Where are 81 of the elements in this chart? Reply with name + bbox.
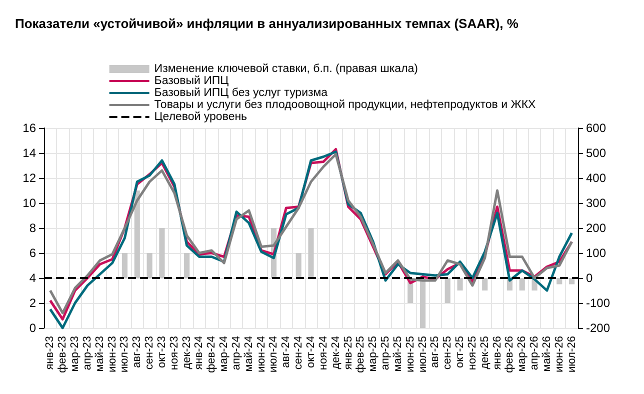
x-tick-label: окт-23 (156, 336, 168, 368)
x-tick-label: май-23 (94, 336, 106, 372)
y-tick-label: 14 (22, 146, 36, 160)
y-tick-label: 6 (29, 246, 36, 260)
bar (556, 278, 562, 284)
x-tick-label: июн-23 (106, 336, 118, 372)
x-tick-label: дек-24 (330, 336, 342, 370)
x-tick-label: авг-23 (131, 336, 144, 368)
y2-tick-label: 600 (586, 121, 606, 135)
x-tick-label: июл-23 (118, 336, 131, 372)
x-tick-label: мар-24 (218, 336, 230, 372)
x-tick-label: ноя-25 (466, 336, 478, 370)
x-tick-label: мар-23 (69, 336, 82, 372)
y-tick-label: 2 (29, 296, 36, 310)
y2-tick-label: 200 (586, 221, 606, 235)
x-tick-label: фев-23 (56, 336, 69, 373)
x-tick-label: авг-25 (429, 336, 442, 368)
x-tick-label: сен-25 (442, 336, 454, 370)
bar (122, 253, 128, 278)
x-tick-label: апр-24 (230, 336, 242, 370)
y-tick-label: 4 (29, 271, 36, 285)
bar (568, 278, 575, 284)
x-tick-label: июн-24 (255, 336, 268, 372)
x-tick-label: янв-24 (193, 336, 206, 370)
y-tick-label: 0 (29, 321, 36, 335)
x-tick-label: янв-23 (44, 336, 56, 370)
bar (420, 278, 426, 328)
bar (146, 253, 152, 278)
y2-tick-label: 0 (586, 271, 593, 285)
x-tick-label: июл-24 (268, 336, 280, 372)
x-tick-label: сен-23 (144, 336, 156, 370)
legend-label: Товары и услуги без плодоовощной продукции, нефтепродуктов и ЖКХ (154, 99, 536, 111)
bar (134, 190, 140, 278)
x-tick-label: янв-26 (491, 336, 504, 370)
y-tick-label: 12 (22, 171, 36, 185)
bar (482, 278, 488, 290)
bar (457, 278, 463, 290)
bar (296, 253, 302, 278)
legend-label: Базовый ИПЦ (154, 75, 230, 87)
legend-label: Изменение ключевой ставки, б.п. (правая шкала) (154, 63, 418, 75)
x-tick-label: апр-23 (81, 336, 94, 370)
x-tick-label: май-24 (242, 336, 255, 372)
x-tick-label: ноя-23 (168, 336, 180, 370)
bar (519, 278, 525, 290)
y2-tick-label: 300 (586, 196, 606, 210)
x-tick-label: дек-23 (180, 336, 193, 370)
chart-title: Показатели «устойчивой» инфляции в аннуализированных темпах (SAAR), % (15, 16, 519, 31)
x-tick-label: окт-25 (454, 336, 466, 368)
x-tick-label: мар-26 (516, 336, 528, 372)
y-tick-label: 8 (29, 221, 36, 235)
x-tick-label: май-25 (392, 336, 404, 372)
x-tick-label: дек-25 (478, 336, 491, 370)
x-tick-label: фев-24 (206, 336, 218, 373)
x-tick-label: май-26 (540, 336, 553, 372)
bar (308, 228, 314, 278)
x-tick-label: авг-24 (280, 336, 292, 368)
x-tick-label: мар-25 (367, 336, 380, 372)
y2-tick-label: 100 (586, 246, 606, 260)
x-tick-label: сен-24 (292, 336, 305, 370)
bar (159, 228, 165, 278)
x-tick-label: июл-25 (416, 336, 429, 372)
y2-tick-label: 500 (586, 146, 606, 160)
y-tick-label: 10 (22, 196, 36, 210)
x-tick-label: июл-26 (566, 336, 578, 372)
x-tick-label: июн-26 (553, 336, 566, 372)
x-tick-label: июн-25 (404, 336, 416, 372)
x-tick-label: фев-25 (354, 336, 367, 373)
legend-label: Целевой уровень (154, 111, 248, 123)
y2-tick-label: -200 (586, 321, 610, 335)
x-tick-label: апр-25 (380, 336, 392, 370)
legend-label: Базовый ИПЦ без услуг туризма (154, 87, 328, 99)
x-tick-label: янв-25 (342, 336, 354, 370)
y-tick-label: 16 (22, 121, 36, 135)
bar (444, 278, 450, 303)
y2-tick-label: -100 (586, 296, 610, 310)
x-tick-label: ноя-24 (317, 336, 330, 370)
bar (184, 253, 190, 278)
y2-tick-label: 400 (586, 171, 606, 185)
x-tick-label: окт-24 (305, 336, 317, 368)
x-tick-label: фев-26 (504, 336, 516, 373)
x-tick-label: апр-26 (528, 336, 541, 370)
